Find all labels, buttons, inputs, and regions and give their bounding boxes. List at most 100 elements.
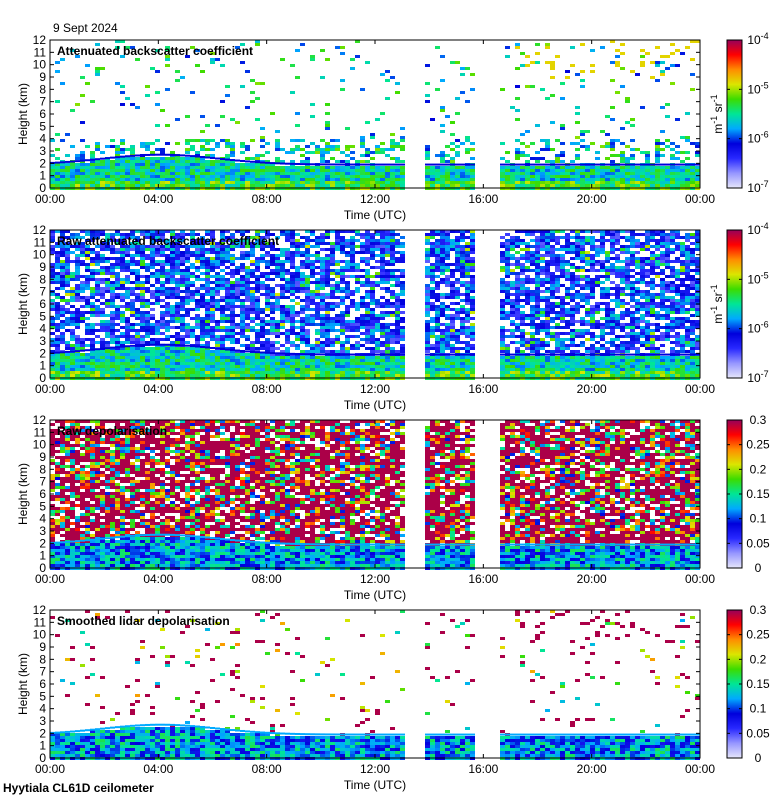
y-tick-label: 9 xyxy=(39,640,46,654)
y-tick-label: 11 xyxy=(34,45,47,59)
heatmap-field xyxy=(50,230,700,380)
colorbar-tick-label: 0.3 xyxy=(750,413,767,427)
y-tick-label: 2 xyxy=(39,346,46,360)
y-axis-label: Height (km) xyxy=(16,83,30,145)
x-tick-label: 20:00 xyxy=(577,762,607,776)
y-tick-label: 10 xyxy=(33,58,47,72)
panel-title: Attenuated backscatter coefficient xyxy=(57,44,253,58)
x-tick-label: 04:00 xyxy=(143,382,173,396)
y-tick-label: 0 xyxy=(39,561,46,575)
y-tick-label: 7 xyxy=(39,665,46,679)
colorbar-tick-label: 0.25 xyxy=(746,628,770,642)
y-tick-label: 12 xyxy=(33,223,47,237)
x-axis-label: Time (UTC) xyxy=(344,398,406,412)
y-tick-label: 7 xyxy=(39,285,46,299)
y-tick-label: 3 xyxy=(39,334,46,348)
y-tick-label: 9 xyxy=(39,70,46,84)
x-tick-label: 00:00 xyxy=(685,192,715,206)
colorbar-tick-label: 10-6 xyxy=(747,130,768,146)
y-tick-label: 12 xyxy=(33,413,47,427)
y-tick-label: 9 xyxy=(39,450,46,464)
y-tick-label: 12 xyxy=(33,603,47,617)
colorbar-gradient xyxy=(726,39,743,189)
x-tick-label: 16:00 xyxy=(468,762,498,776)
colorbar-tick-label: 0.15 xyxy=(746,677,770,691)
colorbar-tick-label: 0.05 xyxy=(746,726,770,740)
y-tick-label: 11 xyxy=(34,615,47,629)
x-tick-label: 08:00 xyxy=(252,192,282,206)
colorbar-tick-label: 0.1 xyxy=(750,702,767,716)
colorbar-tick-label: 0.05 xyxy=(746,536,770,550)
heatmap-field xyxy=(50,420,700,570)
y-tick-label: 5 xyxy=(39,309,46,323)
y-tick-label: 2 xyxy=(39,536,46,550)
y-tick-label: 8 xyxy=(39,82,46,96)
colorbar: 0 0.05 0.1 0.15 0.2 0.25 0.3 xyxy=(726,413,770,575)
colorbar-tick-label: 0.2 xyxy=(750,462,767,476)
x-tick-label: 00:00 xyxy=(35,572,65,586)
heatmap-field xyxy=(50,40,700,190)
y-tick-label: 4 xyxy=(39,132,46,146)
colorbar-tick-label: 0.2 xyxy=(750,652,767,666)
y-tick-label: 10 xyxy=(33,248,47,262)
colorbar: 10-7 10-6 10-5 10-4 m-1 sr-1 xyxy=(709,31,769,195)
colorbar-tick-label: 0.15 xyxy=(746,487,770,501)
y-tick-label: 7 xyxy=(39,475,46,489)
x-tick-label: 20:00 xyxy=(577,572,607,586)
y-tick-label: 5 xyxy=(39,689,46,703)
x-tick-label: 20:00 xyxy=(577,192,607,206)
y-tick-label: 2 xyxy=(39,726,46,740)
y-tick-label: 4 xyxy=(39,322,46,336)
colorbar-tick-label: 10-7 xyxy=(747,369,768,385)
y-tick-label: 3 xyxy=(39,144,46,158)
colorbar-gradient xyxy=(726,229,743,379)
x-tick-label: 12:00 xyxy=(360,762,390,776)
x-axis-label: Time (UTC) xyxy=(344,778,406,792)
y-tick-label: 8 xyxy=(39,272,46,286)
x-tick-label: 04:00 xyxy=(143,192,173,206)
y-tick-label: 6 xyxy=(39,107,46,121)
y-tick-label: 11 xyxy=(34,425,47,439)
x-tick-label: 04:00 xyxy=(143,572,173,586)
y-tick-label: 11 xyxy=(34,235,47,249)
colorbar-tick-label: 0.3 xyxy=(750,603,767,617)
x-tick-label: 00:00 xyxy=(35,192,65,206)
y-tick-label: 9 xyxy=(39,260,46,274)
colorbar: 0 0.05 0.1 0.15 0.2 0.25 0.3 xyxy=(726,603,770,765)
y-tick-label: 1 xyxy=(39,739,46,753)
colorbar-tick-label: 10-5 xyxy=(747,80,768,96)
panel-title: Raw depolarisation xyxy=(57,424,167,438)
colorbar: 10-7 10-6 10-5 10-4 m-1 sr-1 xyxy=(709,221,769,385)
x-tick-label: 00:00 xyxy=(35,762,65,776)
x-tick-label: 00:00 xyxy=(685,382,715,396)
y-tick-label: 1 xyxy=(39,359,46,373)
colorbar-unit-label: m-1 sr-1 xyxy=(709,284,725,323)
y-tick-label: 0 xyxy=(39,181,46,195)
x-tick-label: 00:00 xyxy=(35,382,65,396)
instrument-footer: Hyytiala CL61D ceilometer xyxy=(3,781,154,795)
x-axis-label: Time (UTC) xyxy=(344,588,406,602)
y-tick-label: 4 xyxy=(39,512,46,526)
x-tick-label: 12:00 xyxy=(360,572,390,586)
colorbar-tick-label: 10-6 xyxy=(747,320,768,336)
y-tick-label: 8 xyxy=(39,462,46,476)
colorbar-tick-label: 10-4 xyxy=(747,31,768,47)
y-tick-label: 5 xyxy=(39,499,46,513)
x-axis-label: Time (UTC) xyxy=(344,208,406,222)
y-tick-label: 2 xyxy=(39,156,46,170)
x-tick-label: 12:00 xyxy=(360,192,390,206)
y-tick-label: 5 xyxy=(39,119,46,133)
y-tick-label: 3 xyxy=(39,524,46,538)
y-tick-label: 4 xyxy=(39,702,46,716)
colorbar-tick-label: 10-5 xyxy=(747,270,768,286)
y-tick-label: 0 xyxy=(39,751,46,765)
panel-title: Smoothed lidar depolarisation xyxy=(57,614,230,628)
x-tick-label: 16:00 xyxy=(468,382,498,396)
y-tick-label: 1 xyxy=(39,549,46,563)
y-tick-label: 12 xyxy=(33,33,47,47)
y-tick-label: 6 xyxy=(39,677,46,691)
